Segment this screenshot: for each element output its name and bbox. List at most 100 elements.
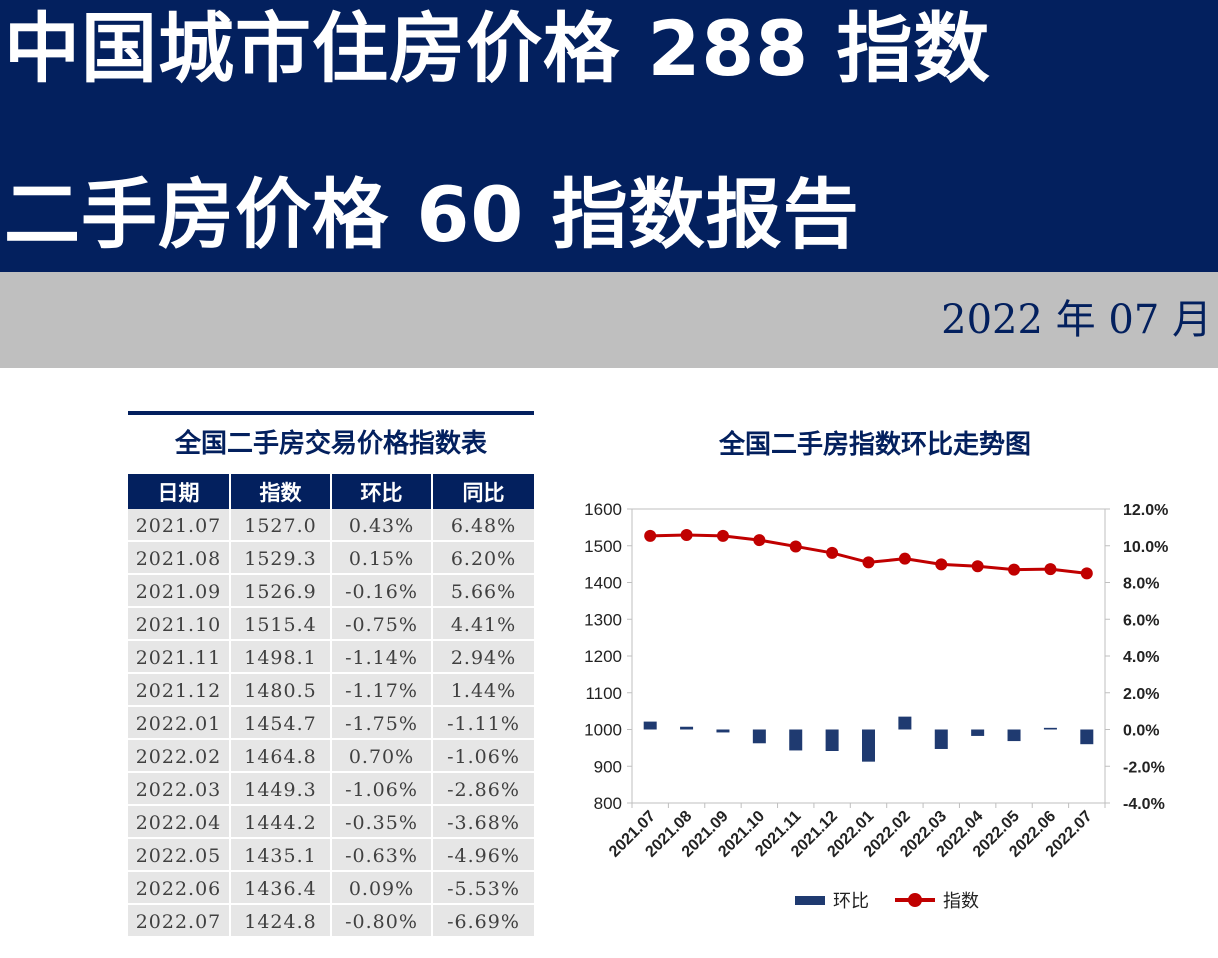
column-header-mom: 环比	[332, 474, 433, 509]
left-axis-tick-label: 1200	[584, 647, 622, 666]
table-row: 2022.02 1464.8 0.70% -1.06%	[128, 740, 534, 773]
cell-date: 2021.11	[128, 641, 231, 674]
legend-label-mom: 环比	[833, 891, 869, 912]
cell-date: 2022.01	[128, 707, 231, 740]
mom-bar	[825, 729, 839, 751]
cell-mom: 0.09%	[332, 872, 433, 905]
right-axis-tick-label: 4.0%	[1123, 649, 1159, 666]
cell-date: 2022.02	[128, 740, 231, 773]
table-row: 2021.10 1515.4 -0.75% 4.41%	[128, 608, 534, 641]
left-axis-tick-label: 1300	[584, 610, 622, 629]
mom-bar	[716, 729, 730, 733]
mom-bar	[862, 729, 875, 762]
cell-yoy: 6.48%	[433, 509, 534, 542]
cell-mom: -1.14%	[332, 641, 433, 674]
cell-yoy: 4.41%	[433, 608, 534, 641]
report-header: 中国城市住房价格 288 指数 二手房价格 60 指数报告	[0, 0, 1218, 272]
right-axis-tick-label: 12.0%	[1123, 502, 1168, 519]
index-point	[971, 560, 984, 573]
mom-bar	[680, 726, 694, 730]
left-axis-tick-label: 1500	[584, 537, 622, 556]
cell-index: 1527.0	[231, 509, 332, 542]
table-row: 2021.12 1480.5 -1.17% 1.44%	[128, 674, 534, 707]
mom-bar	[971, 729, 985, 736]
cell-index: 1529.3	[231, 542, 332, 575]
index-point	[1008, 563, 1021, 576]
right-axis-tick-label: 8.0%	[1123, 576, 1159, 593]
cell-index: 1435.1	[231, 839, 332, 872]
right-axis-tick-label: -2.0%	[1123, 759, 1165, 776]
table-row: 2022.04 1444.2 -0.35% -3.68%	[128, 806, 534, 839]
mom-bar	[789, 729, 803, 751]
cell-mom: -0.63%	[332, 839, 433, 872]
index-point	[898, 552, 911, 565]
cell-mom: -1.06%	[332, 773, 433, 806]
cell-yoy: 6.20%	[433, 542, 534, 575]
cell-mom: 0.43%	[332, 509, 433, 542]
index-point	[716, 529, 729, 542]
left-axis-tick-label: 1600	[584, 500, 622, 519]
mom-bar	[898, 716, 912, 730]
cell-date: 2021.10	[128, 608, 231, 641]
mom-bar	[752, 729, 766, 744]
left-axis-tick-label: 900	[594, 757, 622, 776]
table-title: 全国二手房交易价格指数表	[128, 411, 534, 474]
cell-mom: -1.75%	[332, 707, 433, 740]
column-header-index: 指数	[231, 474, 332, 509]
cell-yoy: -3.68%	[433, 806, 534, 839]
cell-date: 2021.08	[128, 542, 231, 575]
right-axis-tick-label: 10.0%	[1123, 539, 1168, 556]
column-header-date: 日期	[128, 474, 231, 509]
left-axis-tick-label: 800	[594, 794, 622, 813]
cell-mom: 0.15%	[332, 542, 433, 575]
table-body: 2021.07 1527.0 0.43% 6.48% 2021.08 1529.3 0.15…	[128, 509, 534, 938]
table-row: 2021.09 1526.9 -0.16% 5.66%	[128, 575, 534, 608]
cell-date: 2022.05	[128, 839, 231, 872]
legend-label-index: 指数	[943, 891, 979, 912]
cell-index: 1454.7	[231, 707, 332, 740]
cell-date: 2021.09	[128, 575, 231, 608]
table-row: 2021.08 1529.3 0.15% 6.20%	[128, 542, 534, 575]
index-point	[644, 529, 657, 542]
report-title-line2: 二手房价格 60 指数报告	[4, 170, 860, 259]
index-point	[789, 540, 802, 553]
table-row: 2021.11 1498.1 -1.14% 2.94%	[128, 641, 534, 674]
index-point	[935, 558, 948, 571]
left-axis-tick-label: 1000	[584, 721, 622, 740]
chart-legend: 环比 指数	[795, 886, 979, 914]
index-point	[862, 556, 875, 569]
mom-bar	[1043, 727, 1057, 730]
cell-index: 1424.8	[231, 905, 332, 938]
cell-index: 1515.4	[231, 608, 332, 641]
index-table: 日期 指数 环比 同比 2021.07 1527.0 0.43% 6.48% 2021.…	[128, 474, 534, 938]
cell-mom: -0.75%	[332, 608, 433, 641]
cell-yoy: -6.69%	[433, 905, 534, 938]
index-point	[680, 528, 693, 541]
table-row: 2022.05 1435.1 -0.63% -4.96%	[128, 839, 534, 872]
table-row: 2021.07 1527.0 0.43% 6.48%	[128, 509, 534, 542]
cell-mom: 0.70%	[332, 740, 433, 773]
cell-yoy: -1.06%	[433, 740, 534, 773]
cell-yoy: 2.94%	[433, 641, 534, 674]
index-point	[826, 546, 839, 559]
cell-yoy: 5.66%	[433, 575, 534, 608]
date-band: 2022 年 07 月	[0, 272, 1218, 368]
report-title-line1: 中国城市住房价格 288 指数	[4, 4, 991, 93]
legend-bar-swatch	[795, 895, 825, 905]
right-axis-tick-label: 6.0%	[1123, 612, 1159, 629]
cell-index: 1526.9	[231, 575, 332, 608]
table-row: 2022.03 1449.3 -1.06% -2.86%	[128, 773, 534, 806]
cell-index: 1480.5	[231, 674, 332, 707]
table-row: 2022.01 1454.7 -1.75% -1.11%	[128, 707, 534, 740]
cell-mom: -1.17%	[332, 674, 433, 707]
cell-index: 1444.2	[231, 806, 332, 839]
cell-index: 1436.4	[231, 872, 332, 905]
table-row: 2022.06 1436.4 0.09% -5.53%	[128, 872, 534, 905]
cell-date: 2022.04	[128, 806, 231, 839]
cell-yoy: -1.11%	[433, 707, 534, 740]
left-axis-tick-label: 1100	[585, 684, 622, 703]
cell-yoy: 1.44%	[433, 674, 534, 707]
column-header-yoy: 同比	[433, 474, 534, 509]
cell-yoy: -5.53%	[433, 872, 534, 905]
index-point	[753, 534, 766, 547]
